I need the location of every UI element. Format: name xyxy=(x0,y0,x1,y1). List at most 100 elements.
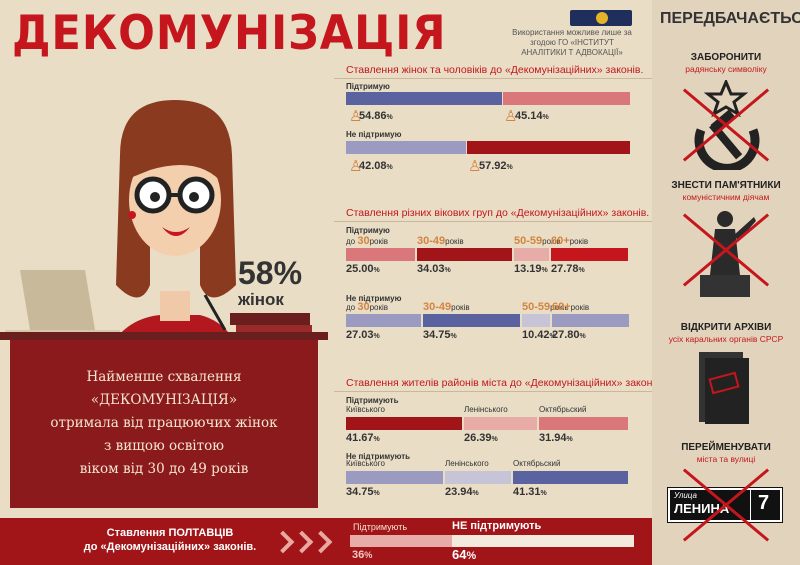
poltava-caption-a: Ставлення xyxy=(106,527,169,539)
pct-sign: % xyxy=(373,490,380,497)
poltava-caption: Ставлення ПОЛТАВЦІВ до «Декомунізаційних… xyxy=(60,526,280,554)
segment-bar xyxy=(445,471,511,484)
age-title: Ставлення різних вікових груп до «Декому… xyxy=(346,207,650,219)
pct-sign: % xyxy=(542,114,549,121)
age-prefix: до xyxy=(346,237,358,246)
pct-sign: % xyxy=(386,114,393,121)
segment-bar xyxy=(346,314,421,327)
remove-monuments-sub: комуністичним діячам xyxy=(682,192,770,202)
age-group-label: до 30років xyxy=(346,301,388,313)
segment-bar xyxy=(464,417,537,430)
pct-sign: % xyxy=(540,490,547,497)
person-icon: ♙ xyxy=(504,108,518,125)
segment-bar xyxy=(417,248,512,261)
pct-sign: % xyxy=(364,550,373,560)
value-number: 34.75 xyxy=(346,486,374,498)
pct-sign: % xyxy=(491,436,498,443)
age-suffix: років xyxy=(369,237,389,246)
person-icon: ♙ xyxy=(349,158,363,175)
segment-bar xyxy=(513,471,628,484)
poltava-oppose-number: 64 xyxy=(452,547,467,562)
segment-value: 27.78% xyxy=(551,263,585,275)
open-archives-heading: ВІДКРИТИ АРХІВИ xyxy=(680,322,772,333)
institute-logo xyxy=(570,10,632,26)
desk-line: отримала від працюючих жінок xyxy=(50,415,278,431)
value-number: 41.31 xyxy=(513,486,541,498)
age-suffix: років xyxy=(369,303,389,312)
desk-line: Найменше схвалення xyxy=(86,369,242,385)
planned-title: ПЕРЕДБАЧАЄТЬСЯ: xyxy=(660,10,800,27)
gender-title: Ставлення жінок та чоловіків до «Декомун… xyxy=(346,64,644,76)
pct-sign: % xyxy=(373,333,380,340)
age-suffix: років xyxy=(542,237,561,246)
age-group-label: 60+років xyxy=(552,301,589,313)
segment-value: 26.39% xyxy=(464,432,498,444)
pct-sign: % xyxy=(386,164,393,171)
desk-line: віком від 30 до 49 років xyxy=(79,461,249,477)
segment-bar xyxy=(522,314,550,327)
divider xyxy=(334,391,652,392)
value-number: 10.42 xyxy=(522,329,550,341)
rename-sub: міста та вулиці xyxy=(696,454,756,464)
value-number: 34.03 xyxy=(417,263,445,275)
rename-heading: ПЕРЕЙМЕНУВАТИ xyxy=(681,442,771,453)
gender-oppose-male-bar xyxy=(346,141,466,154)
poltava-support-value: 36% xyxy=(352,549,372,561)
age-suffix: років xyxy=(451,303,470,312)
district-title: Ставлення жителів районів міста до «Деко… xyxy=(346,377,664,389)
open-archives-sub: усіх каральних органів СРСР xyxy=(668,334,784,344)
women-percent: 58% xyxy=(238,255,303,291)
ban-symbols-heading: ЗАБОРОНИТИ xyxy=(690,52,762,63)
archive-folder-icon xyxy=(699,352,749,424)
district-name: Октябрьский xyxy=(513,459,561,468)
segment-value: 34.75% xyxy=(423,329,457,341)
person-icon: ♙ xyxy=(468,158,482,175)
value-number: 26.39 xyxy=(464,432,492,444)
pct-sign: % xyxy=(373,436,380,443)
poltava-support-bar xyxy=(350,535,452,547)
poltava-support-label: Підтримують xyxy=(353,522,408,532)
segment-bar xyxy=(346,471,443,484)
divider xyxy=(334,78,652,79)
gender-oppose-label: Не підтримую xyxy=(346,130,402,139)
age-range: 60+ xyxy=(552,301,571,313)
pct-sign: % xyxy=(466,550,477,562)
divider xyxy=(334,221,652,222)
age-prefix: до xyxy=(346,303,358,312)
segment-bar xyxy=(346,248,415,261)
district-support-label: Підтримують xyxy=(346,396,399,405)
poltava-caption-b: ПОЛТАВЦІВ xyxy=(168,527,234,539)
value-number: 57.92 xyxy=(479,160,507,172)
gender-support-label: Підтримую xyxy=(346,82,390,91)
pct-sign: % xyxy=(472,490,479,497)
age-suffix: років xyxy=(550,303,569,312)
segment-value: 41.31% xyxy=(513,486,547,498)
age-range: 30 xyxy=(357,301,370,313)
age-group-label: 60+років xyxy=(551,235,588,247)
pct-sign: % xyxy=(506,164,513,171)
value-number: 54.86 xyxy=(359,110,387,122)
district-name: Київського xyxy=(346,459,385,468)
pct-sign: % xyxy=(566,436,573,443)
age-group-label: до 30років xyxy=(346,235,388,247)
person-icon: ♙ xyxy=(349,108,363,125)
district-name: Октябрьский xyxy=(539,405,587,414)
segment-bar xyxy=(423,314,520,327)
gender-support-female-bar xyxy=(503,92,630,105)
value-number: 13.19 xyxy=(514,263,542,275)
ban-symbols-sub: радянську символіку xyxy=(685,64,767,74)
pct-sign: % xyxy=(579,333,586,340)
age-group-label: 30-49років xyxy=(417,235,464,247)
segment-bar xyxy=(514,248,549,261)
women-label: жінок xyxy=(238,290,284,309)
value-number: 25.00 xyxy=(346,263,374,275)
value-number: 42.08 xyxy=(359,160,387,172)
age-range: 50-59 xyxy=(514,235,543,247)
desk-line: з вищою освітою xyxy=(104,438,224,454)
pct-sign: % xyxy=(541,267,548,274)
segment-value: 34.75% xyxy=(346,486,380,498)
segment-bar xyxy=(346,417,462,430)
age-group-label: 50-59років xyxy=(514,235,561,247)
segment-bar xyxy=(552,314,629,327)
age-group-label: 50-59років xyxy=(522,301,569,313)
